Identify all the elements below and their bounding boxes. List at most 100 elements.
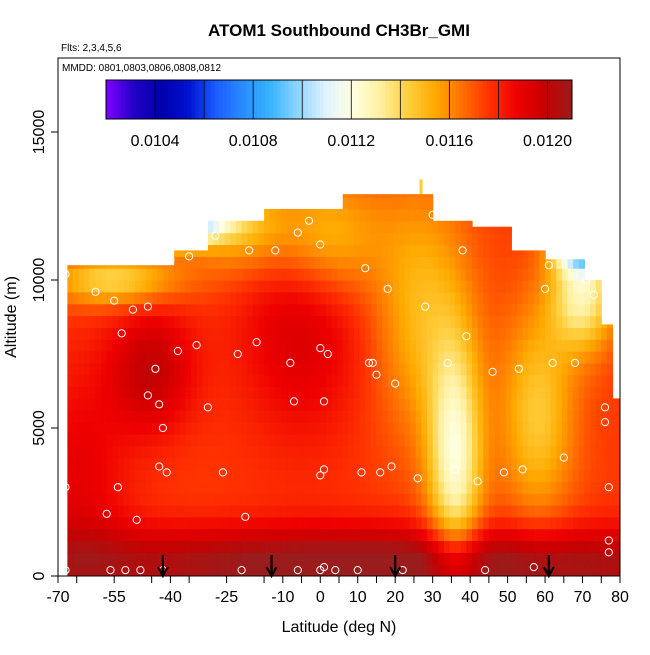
heatmap-cell [134,268,142,281]
heatmap-cell [370,220,378,234]
heatmap-cell [410,433,417,447]
heatmap-cell [168,315,175,328]
heatmap-cell [348,457,355,471]
heatmap-cell [365,564,372,576]
heatmap-cell [331,422,338,435]
heatmap-cell [230,410,237,423]
heatmap-cell [67,564,74,576]
heatmap-cell [365,315,372,328]
heatmap-cell [280,457,288,471]
heatmap-cell [427,303,434,317]
heatmap-cell [455,386,462,399]
heatmap-cell [72,540,80,553]
heatmap-cell [67,362,74,376]
heatmap-cell [264,315,271,328]
heatmap-cell [325,220,333,234]
heatmap-cell [359,540,366,553]
heatmap-cell [516,398,524,411]
heatmap-cell [112,540,119,553]
heatmap-cell [202,362,209,376]
heatmap-cell [393,351,400,364]
heatmap-cell [421,552,428,565]
heatmap-cell [415,232,423,246]
heatmap-cell [359,315,366,328]
heatmap-cell [84,422,91,435]
colorbar-swatch [443,80,449,119]
colorbar-swatch [164,80,169,119]
heatmap-cell [280,220,288,234]
heatmap-cell [146,386,153,399]
colorbar-swatch [451,80,456,119]
heatmap-cell [89,564,97,576]
heatmap-cell [168,265,175,269]
heatmap-cell [286,374,293,388]
heatmap-cell [567,422,574,435]
heatmap-cell [545,315,552,328]
heatmap-cell [590,493,597,506]
heatmap-cell [494,374,501,388]
heatmap-cell [84,469,91,482]
heatmap-cell [162,362,170,376]
heatmap-cell [561,410,569,423]
heatmap-cell [404,493,411,506]
heatmap-cell [191,422,198,435]
heatmap-cell [241,244,248,257]
colorbar-swatch [424,80,429,119]
heatmap-cell [601,422,608,435]
heatmap-cell [95,528,102,542]
heatmap-cell [370,552,378,565]
heatmap-cell [247,445,254,459]
heatmap-cell [112,504,119,518]
heatmap-cell [157,481,164,494]
heatmap-cell [387,445,394,459]
heatmap-cell [590,362,597,376]
heatmap-cell [455,339,462,352]
heatmap-cell [505,528,512,542]
heatmap-cell [500,540,507,553]
heatmap-cell [595,410,602,423]
heatmap-cell [280,362,288,376]
heatmap-cell [235,291,243,305]
heatmap-cell [185,268,192,281]
heatmap-cell [455,362,462,376]
heatmap-cell [309,315,316,328]
heatmap-cell [202,457,209,471]
heatmap-cell [584,280,591,293]
heatmap-cell [146,280,153,293]
heatmap-cell [292,504,299,518]
heatmap-cell [595,362,602,376]
heatmap-cell [123,564,130,576]
heatmap-cell [539,493,546,506]
heatmap-cell [398,351,406,364]
heatmap-cell [230,256,237,269]
observation-point [357,468,366,477]
heatmap-cell [359,339,366,352]
heatmap-cell [494,315,501,328]
heatmap-cell [314,469,321,482]
y-tick-label: 15000 [31,110,48,155]
heatmap-cell [398,327,406,340]
heatmap-cell [511,493,518,506]
heatmap-cell [601,457,608,471]
heatmap-cell [264,481,271,494]
heatmap-cell [106,386,113,399]
colorbar-swatch [245,80,251,119]
heatmap-cell [140,528,147,542]
heatmap-cell [466,268,473,281]
heatmap-cell [387,374,394,388]
heatmap-cell [235,315,243,328]
heatmap-cell [241,540,248,553]
observation-point [600,418,610,427]
heatmap-cell [275,516,282,530]
heatmap-cell [241,445,248,459]
heatmap-cell [168,410,175,423]
heatmap-cell [129,422,136,435]
heatmap-cell [590,386,597,399]
heatmap-cell [252,303,260,317]
heatmap-cell [359,303,366,317]
heatmap-cell [545,493,552,506]
heatmap-cell [309,256,316,269]
heatmap-cell [252,422,260,435]
heatmap-cell [427,552,434,565]
heatmap-cell [196,410,203,423]
